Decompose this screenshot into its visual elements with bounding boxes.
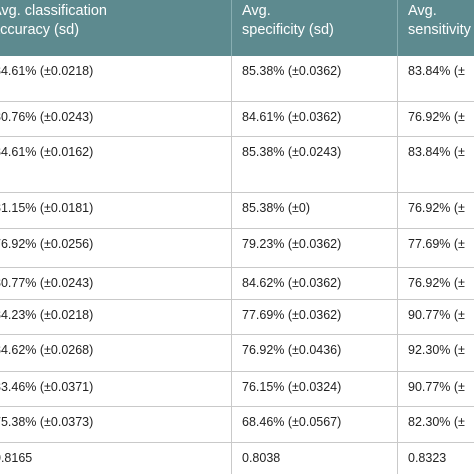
table-cell-specificity: 0.8038 <box>232 443 398 474</box>
table-cell-accuracy: 84.61% (±0.0162) <box>0 137 232 193</box>
table-cell-specificity: 84.61% (±0.0362) <box>232 102 398 137</box>
header-sensitivity: Avg. sensitivity <box>398 0 474 56</box>
table-cell-sensitivity: 0.8323 <box>408 451 447 465</box>
table-cell-accuracy: 80.77% (±0.0243) <box>0 268 232 300</box>
header-sensitivity-line2: sensitivity <box>408 22 471 38</box>
table-cell-specificity: 85.38% (±0.0362) <box>232 56 398 102</box>
header-accuracy-line2: accuracy (sd) <box>0 22 80 38</box>
header-specificity-line2: specificity (sd) <box>242 22 334 38</box>
header-specificity-line1: Avg. <box>242 3 271 19</box>
table-cell-specificity: 76.15% (±0.0324) <box>232 372 398 407</box>
table-cell-sensitivity: 92.30% (± <box>398 335 474 372</box>
table-cell-sensitivity: 83.84% (± <box>398 137 474 193</box>
header-specificity: Avg. specificity (sd) <box>232 0 398 56</box>
table-cell-sensitivity: 82.30% (± <box>398 407 474 443</box>
table-cell-accuracy: 83.46% (±0.0371) <box>0 372 232 407</box>
table-cell-accuracy: 84.23% (±0.0218) <box>0 300 232 335</box>
table-cell-specificity: 79.23% (±0.0362) <box>232 229 398 268</box>
table-cell-accuracy: 0.8165 <box>0 443 232 474</box>
table-cell-sensitivity: 90.77% (± <box>398 300 474 335</box>
table-cell-specificity: 85.38% (±0.0243) <box>232 137 398 193</box>
table-cell-sensitivity: 76.92% (± <box>398 193 474 229</box>
table-cell-sensitivity: 83.84% (± <box>398 56 474 102</box>
table-cell-accuracy: 84.62% (±0.0268) <box>0 335 232 372</box>
table-cell-specificity: 76.92% (±0.0436) <box>232 335 398 372</box>
table-cell-sensitivity: 90.77% (± <box>398 372 474 407</box>
table-cell-accuracy: 81.15% (±0.0181) <box>0 193 232 229</box>
table-cell-specificity: 77.69% (±0.0362) <box>232 300 398 335</box>
table-cell-accuracy: 84.61% (±0.0218) <box>0 56 232 102</box>
header-sensitivity-line1: Avg. <box>408 3 437 19</box>
table-cell-accuracy: 75.38% (±0.0373) <box>0 407 232 443</box>
table-cell-sensitivity: 77.69% (± <box>398 229 474 268</box>
table-cell-specificity: 68.46% (±0.0567) <box>232 407 398 443</box>
table-cell-accuracy: 80.76% (±0.0243) <box>0 102 232 137</box>
header-accuracy-line1: Avg. classification <box>0 3 107 19</box>
table-cell-accuracy: 76.92% (±0.0256) <box>0 229 232 268</box>
table-cell-sensitivity: 76.92% (± <box>398 102 474 137</box>
header-accuracy: Avg. classification accuracy (sd) <box>0 0 232 56</box>
table-cell-sensitivity: 76.92% (± <box>398 268 474 300</box>
table-cell-specificity: 85.38% (±0) <box>232 193 398 229</box>
table-cell-specificity: 84.62% (±0.0362) <box>232 268 398 300</box>
